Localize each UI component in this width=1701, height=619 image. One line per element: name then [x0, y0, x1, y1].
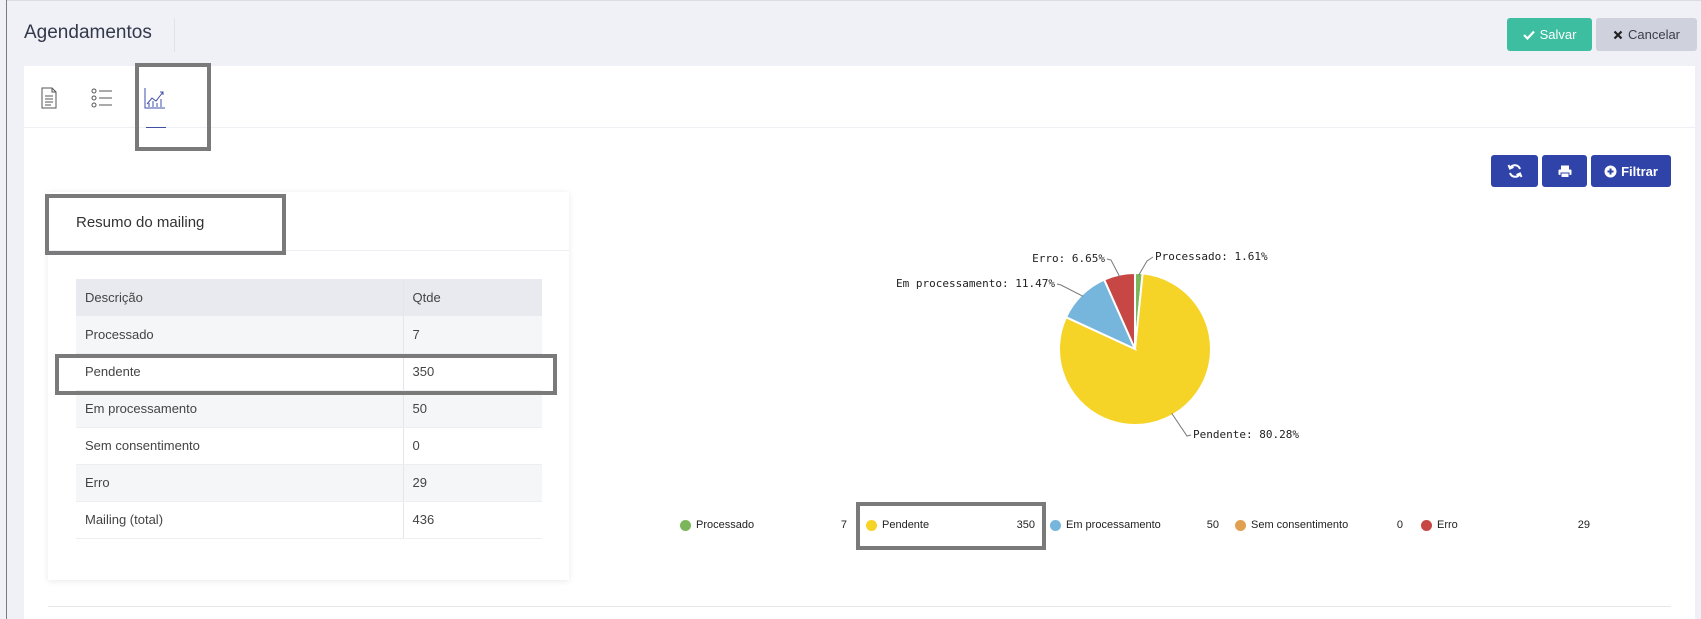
summary-table: Descrição Qtde Processado 7 Pendente 350… — [76, 279, 542, 539]
pie-label-connector — [1138, 256, 1154, 276]
printer-icon — [1558, 165, 1571, 178]
pie-label-processado: Processado: 1.61% — [1155, 250, 1268, 263]
legend-item-em-processamento[interactable]: Em processamento — [1050, 517, 1161, 533]
row-value: 7 — [403, 316, 542, 354]
pie-label-connector — [1056, 283, 1084, 297]
summary-panel: Resumo do mailing Descrição Qtde Process… — [48, 192, 569, 580]
print-button[interactable] — [1542, 155, 1587, 187]
table-row: Em processamento 50 — [76, 390, 542, 428]
table-row: Processado 7 — [76, 316, 542, 354]
column-header-quantity: Qtde — [403, 279, 542, 316]
cancel-button[interactable]: Cancelar — [1596, 18, 1697, 51]
pie-label-connector — [1171, 412, 1192, 437]
row-label: Erro — [76, 464, 404, 502]
check-icon — [1522, 30, 1535, 40]
page-title: Agendamentos — [24, 22, 152, 43]
tab-document[interactable] — [36, 84, 62, 112]
pie-label-em-processamento: Em processamento: 11.47% — [896, 277, 1055, 290]
save-label: Salvar — [1539, 27, 1577, 42]
legend-marker — [866, 519, 877, 531]
legend-marker — [1421, 519, 1432, 531]
tab-list[interactable] — [89, 84, 115, 112]
legend-label: Em processamento — [1066, 519, 1161, 531]
close-icon — [1613, 30, 1623, 39]
table-header-row: Descrição Qtde — [76, 279, 542, 316]
window-left-border — [6, 0, 7, 619]
row-label: Mailing (total) — [76, 501, 404, 539]
row-value: 350 — [403, 353, 542, 391]
row-value: 50 — [403, 390, 542, 428]
legend-label: Pendente — [882, 519, 930, 531]
legend-value: 350 — [1016, 519, 1035, 531]
list-icon — [91, 88, 112, 108]
summary-title: Resumo do mailing — [76, 214, 205, 231]
pie-label-erro: Erro: 6.65% — [1032, 252, 1105, 265]
legend-item-sem-consentimento[interactable]: Sem consentimento — [1235, 517, 1348, 533]
legend-marker — [1235, 519, 1246, 531]
filter-label: Filtrar — [1621, 163, 1658, 179]
document-icon — [41, 87, 57, 109]
chart-icon — [144, 88, 165, 109]
cancel-label: Cancelar — [1627, 27, 1681, 42]
row-label: Em processamento — [76, 390, 404, 428]
tabs-bar — [24, 66, 1695, 128]
pie-label-connector — [1106, 258, 1121, 277]
pie-label-pendente: Pendente: 80.28% — [1193, 428, 1299, 441]
legend-marker — [680, 519, 691, 531]
row-label: Pendente — [76, 353, 404, 391]
row-label: Sem consentimento — [76, 427, 404, 465]
refresh-icon — [1507, 164, 1522, 178]
table-row: Mailing (total) 436 — [76, 501, 542, 539]
row-value: 0 — [403, 427, 542, 465]
legend-value: 29 — [1577, 519, 1590, 531]
row-value: 29 — [403, 464, 542, 502]
pie-slice-erro[interactable] — [1102, 271, 1136, 350]
summary-header: Resumo do mailing — [48, 192, 569, 251]
legend-item-processado[interactable]: Processado — [680, 517, 754, 533]
legend-item-pendente[interactable]: Pendente — [866, 517, 929, 533]
section-divider — [48, 606, 1671, 607]
filter-button[interactable]: Filtrar — [1591, 155, 1671, 187]
legend-value: 7 — [840, 519, 847, 531]
active-tab-indicator — [146, 127, 166, 128]
legend-marker — [1050, 519, 1061, 531]
window-top-border — [6, 0, 1701, 1]
legend-value: 50 — [1206, 519, 1219, 531]
tab-chart[interactable] — [142, 84, 168, 112]
legend-label: Erro — [1437, 519, 1458, 531]
plus-circle-icon — [1604, 165, 1617, 177]
legend-label: Processado — [696, 519, 755, 531]
table-row: Pendente 350 — [76, 353, 542, 391]
legend-label: Sem consentimento — [1251, 519, 1349, 531]
table-row: Sem consentimento 0 — [76, 427, 542, 465]
row-label: Processado — [76, 316, 404, 354]
legend-value: 0 — [1396, 519, 1403, 531]
refresh-button[interactable] — [1491, 155, 1538, 187]
legend-item-erro[interactable]: Erro — [1421, 517, 1458, 533]
title-divider — [174, 18, 175, 52]
save-button[interactable]: Salvar — [1507, 18, 1592, 51]
row-value: 436 — [403, 501, 542, 539]
column-header-description: Descrição — [76, 279, 404, 316]
table-row: Erro 29 — [76, 464, 542, 502]
